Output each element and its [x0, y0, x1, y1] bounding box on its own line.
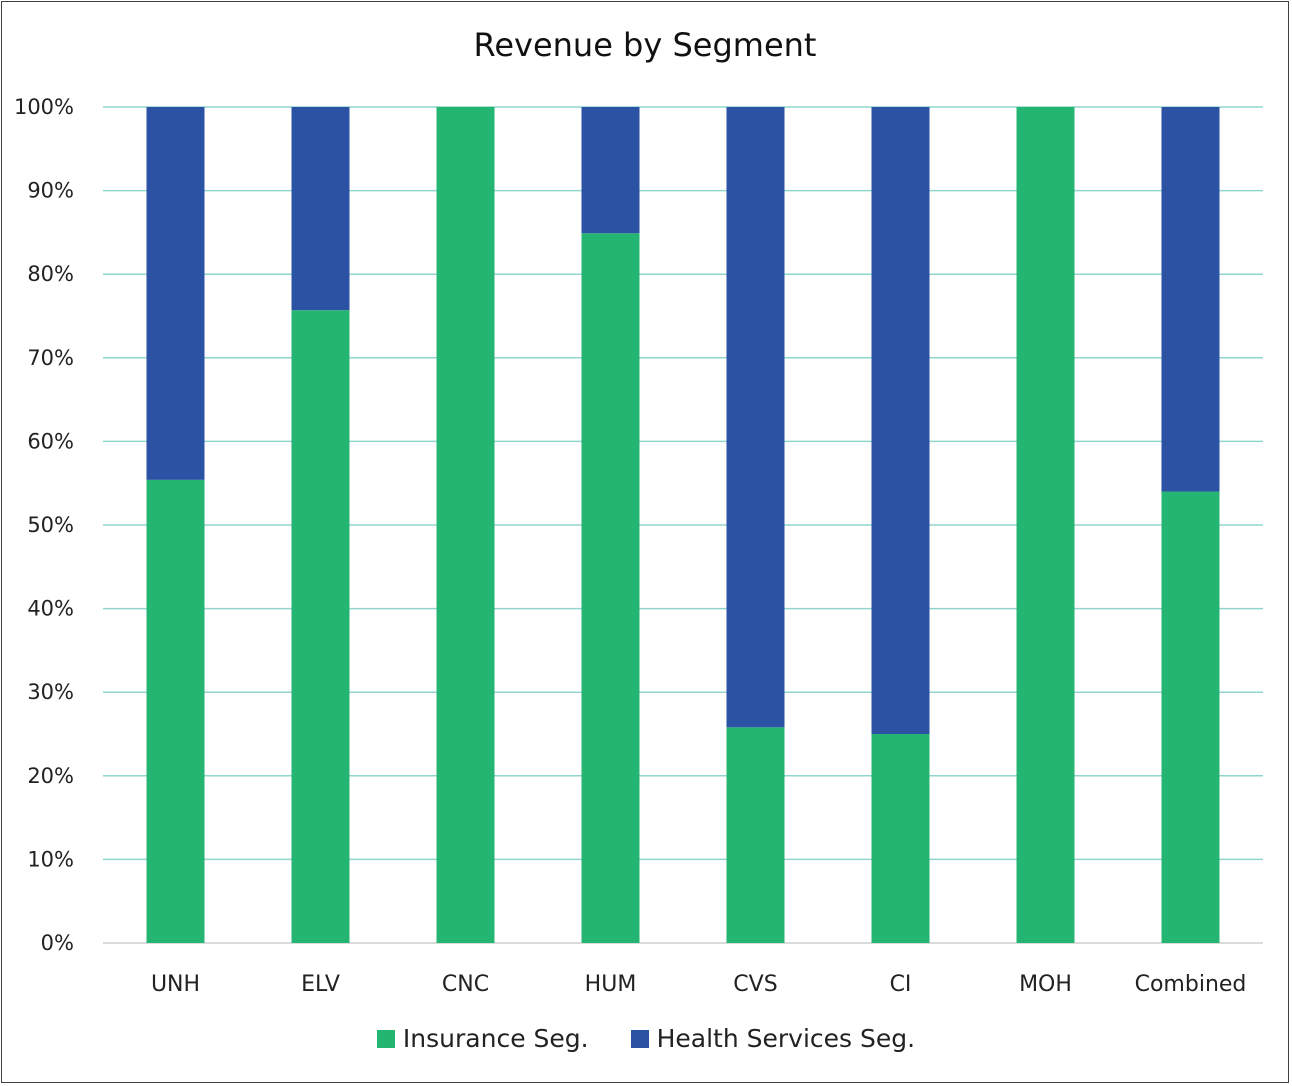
- legend-swatch-insurance: [376, 1029, 395, 1048]
- x-tick-label: CNC: [442, 972, 489, 997]
- x-tick-label: HUM: [585, 972, 637, 997]
- y-tick-label: 20%: [27, 764, 74, 788]
- legend-item-insurance[interactable]: Insurance Seg.: [376, 1024, 589, 1053]
- bar-unh-insurance[interactable]: [146, 479, 205, 943]
- x-tick-label: UNH: [151, 972, 200, 997]
- y-tick-label: 50%: [27, 513, 74, 537]
- x-tick-label: MOH: [1019, 972, 1072, 997]
- y-tick-label: 40%: [27, 597, 74, 621]
- y-tick-label: 10%: [27, 847, 74, 871]
- x-tick-label: CVS: [733, 972, 777, 997]
- y-tick-label: 0%: [41, 931, 74, 955]
- bar-cvs-insurance[interactable]: [726, 727, 785, 943]
- bar-cnc-insurance[interactable]: [436, 107, 495, 943]
- y-axis-ticks: 0% 10% 20% 30% 40% 50% 60% 70% 80% 90% 100%: [14, 95, 74, 955]
- gridlines: [103, 106, 1263, 944]
- legend: Insurance Seg. Health Services Seg.: [0, 1024, 1292, 1053]
- bar-elv-health-services[interactable]: [291, 107, 350, 311]
- legend-swatch-health-services: [630, 1029, 649, 1048]
- bar-ci-health-services[interactable]: [871, 107, 930, 734]
- bar-ci-insurance[interactable]: [871, 734, 930, 943]
- y-tick-label: 30%: [27, 680, 74, 704]
- x-tick-label: ELV: [301, 972, 340, 997]
- chart-title: Revenue by Segment: [473, 26, 817, 64]
- bar-combined-insurance[interactable]: [1161, 491, 1220, 943]
- y-tick-label: 60%: [27, 429, 74, 453]
- bar-cvs-health-services[interactable]: [726, 107, 785, 728]
- bar-combined-health-services[interactable]: [1161, 107, 1220, 492]
- y-tick-label: 80%: [27, 262, 74, 286]
- legend-label-insurance: Insurance Seg.: [402, 1024, 589, 1053]
- bar-hum-insurance[interactable]: [581, 233, 640, 944]
- x-tick-label: CI: [890, 972, 912, 997]
- bar-unh-health-services[interactable]: [146, 107, 205, 480]
- bar-moh-insurance[interactable]: [1016, 107, 1075, 943]
- x-axis-ticks: UNH ELV CNC HUM CVS CI MOH Combined: [151, 972, 1246, 997]
- bar-elv-insurance[interactable]: [291, 310, 350, 943]
- bars: [146, 107, 1220, 944]
- y-tick-label: 70%: [27, 346, 74, 370]
- x-tick-label: Combined: [1135, 972, 1247, 997]
- bar-hum-health-services[interactable]: [581, 107, 640, 234]
- legend-label-health-services: Health Services Seg.: [656, 1024, 916, 1053]
- y-tick-label: 90%: [27, 179, 74, 203]
- y-tick-label: 100%: [14, 95, 74, 119]
- legend-item-health-services[interactable]: Health Services Seg.: [630, 1024, 916, 1053]
